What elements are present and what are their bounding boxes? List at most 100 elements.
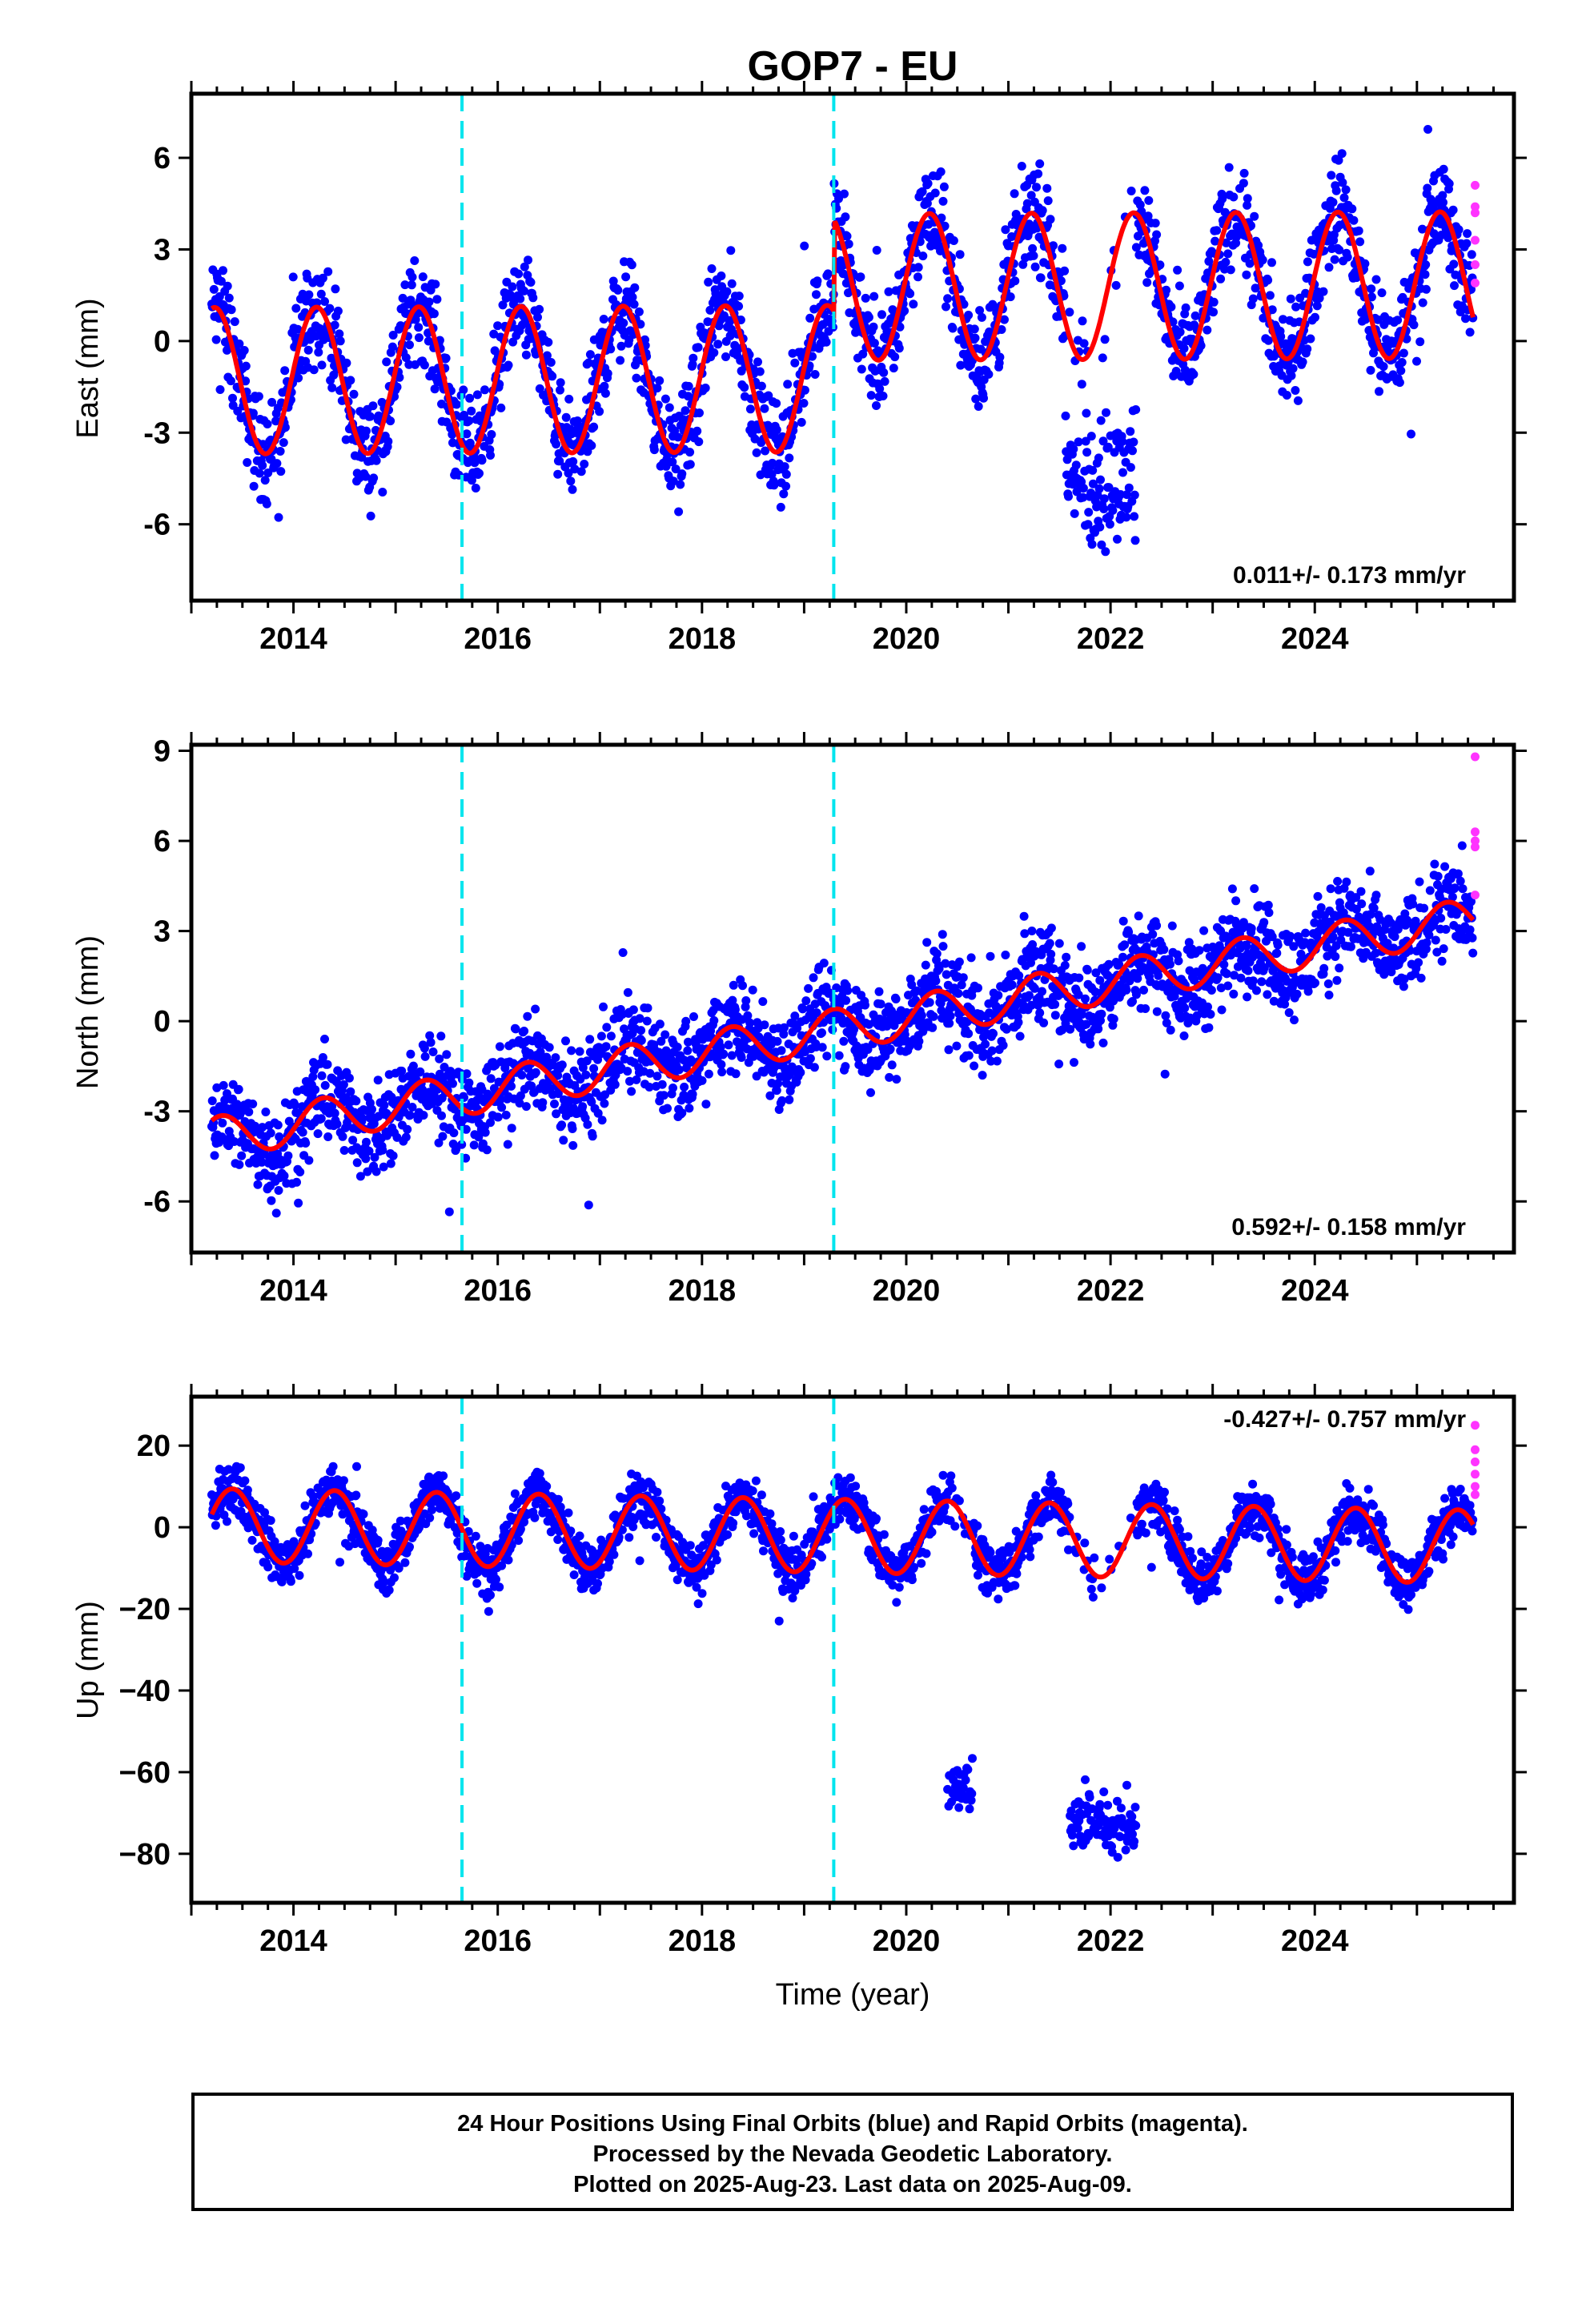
east-point: [1337, 149, 1347, 159]
north-point: [876, 999, 885, 1009]
north-point: [371, 1167, 381, 1176]
north-point: [932, 949, 942, 959]
north-point: [625, 1076, 634, 1086]
east-point: [1038, 206, 1047, 215]
east-point: [942, 302, 950, 312]
east-point: [1306, 334, 1315, 344]
north-point: [323, 1132, 333, 1141]
north-final-points: [207, 841, 1478, 1218]
north-point: [772, 1086, 781, 1096]
east-point: [274, 513, 283, 522]
east-point: [430, 384, 440, 394]
north-point: [507, 1081, 516, 1091]
north-point: [931, 976, 941, 986]
east-point: [255, 468, 264, 478]
north-point: [1263, 990, 1272, 999]
east-point: [568, 456, 578, 466]
up-point: [247, 1535, 257, 1545]
north-point: [279, 1171, 289, 1180]
north-point: [758, 997, 768, 1007]
east-point: [465, 393, 475, 403]
east-point: [1418, 224, 1427, 234]
north-point: [1120, 940, 1130, 950]
east-point: [1286, 294, 1295, 304]
east-point: [1298, 357, 1307, 367]
north-point: [261, 1108, 271, 1116]
north-point: [1014, 1018, 1023, 1027]
north-point: [1419, 903, 1429, 913]
north-point: [958, 973, 968, 983]
east-point: [464, 416, 474, 425]
north-point: [1134, 911, 1143, 921]
north-point: [645, 1068, 655, 1078]
north-point: [938, 930, 947, 939]
east-point: [1462, 239, 1472, 248]
north-point: [1152, 921, 1162, 931]
east-rapid-point: [1471, 208, 1480, 218]
north-point: [361, 1154, 371, 1164]
east-point: [230, 317, 239, 327]
north-point: [986, 951, 995, 961]
north-point: [538, 1098, 548, 1108]
north-point: [1323, 979, 1333, 988]
north-point: [567, 1046, 576, 1055]
east-point: [441, 353, 451, 363]
north-point: [323, 1059, 332, 1069]
north-point: [1096, 1015, 1105, 1025]
east-point: [452, 400, 461, 409]
east-point: [459, 385, 468, 395]
north-point: [727, 1051, 737, 1060]
east-frame: [189, 91, 1516, 603]
north-point: [210, 1151, 219, 1160]
north-point: [1077, 942, 1086, 951]
east-point: [504, 360, 513, 370]
east-point: [707, 264, 717, 273]
north-point: [952, 1041, 962, 1051]
east-point: [600, 381, 609, 391]
east-point: [722, 287, 732, 296]
east-point: [1101, 547, 1110, 557]
east-point: [1098, 436, 1108, 446]
north-point: [378, 1145, 387, 1155]
east-point: [1118, 436, 1127, 446]
east-point: [568, 485, 577, 494]
up-point: [240, 1476, 250, 1486]
east-point: [1439, 164, 1448, 174]
north-point: [1252, 986, 1261, 995]
east-point: [1010, 189, 1019, 199]
north-point: [1267, 932, 1277, 942]
east-point: [673, 432, 683, 442]
up-point: [290, 1564, 299, 1574]
north-point: [362, 1137, 371, 1147]
north-point: [386, 1159, 396, 1168]
north-point: [928, 1023, 938, 1032]
east-point: [783, 380, 793, 389]
east-point: [1152, 230, 1162, 239]
east-point: [1324, 263, 1334, 272]
north-point: [945, 1019, 954, 1028]
east-point: [949, 236, 958, 245]
east-point: [627, 260, 636, 270]
north-point: [944, 1045, 954, 1055]
north-point: [428, 1047, 438, 1056]
east-point: [785, 453, 794, 463]
east-point: [524, 255, 532, 265]
north-point: [511, 1024, 520, 1034]
east-point: [528, 293, 538, 303]
north-point: [486, 1074, 496, 1084]
north-point: [501, 1110, 511, 1120]
east-point: [1226, 265, 1235, 275]
east-point: [1203, 325, 1212, 335]
north-point: [521, 1102, 531, 1112]
north-point: [284, 1116, 294, 1126]
east-point: [781, 469, 791, 479]
east-point: [1077, 380, 1086, 389]
east-point: [1288, 364, 1298, 373]
east-y-axis-label: East (mm): [71, 298, 105, 438]
north-point: [1026, 1000, 1036, 1010]
east-point: [249, 481, 259, 491]
north-point: [1091, 968, 1101, 978]
north-point: [966, 953, 976, 963]
north-point: [1335, 963, 1344, 973]
north-point: [442, 1050, 452, 1059]
